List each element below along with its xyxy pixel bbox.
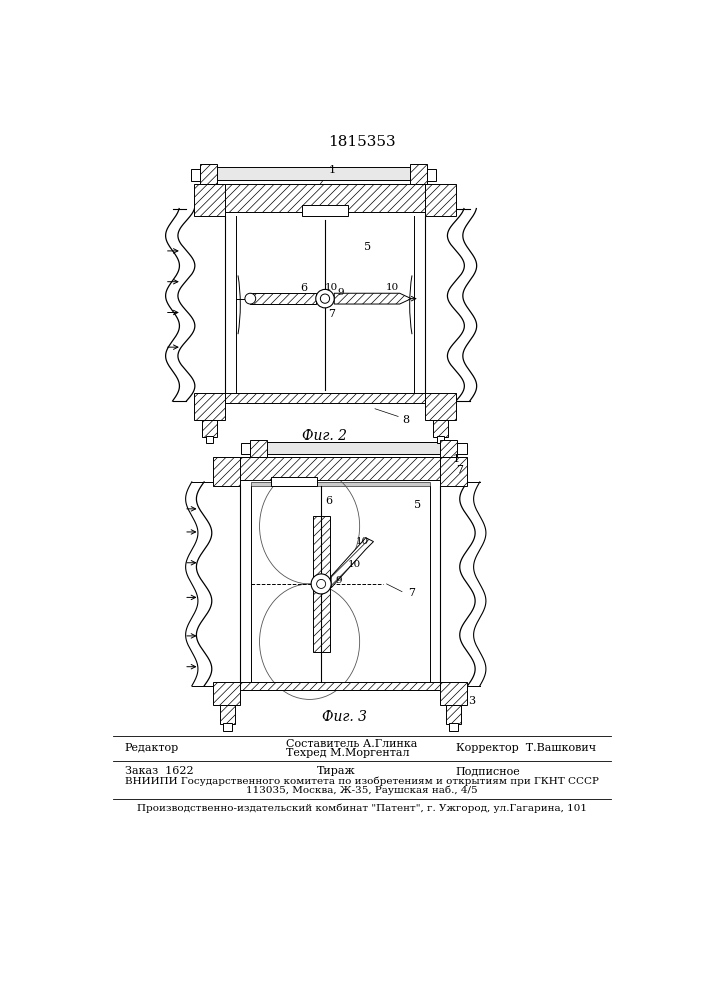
Text: 10: 10 <box>348 560 361 569</box>
Bar <box>214 682 240 705</box>
Bar <box>251 682 430 686</box>
Ellipse shape <box>316 289 334 308</box>
Bar <box>201 420 217 437</box>
Bar <box>219 705 235 724</box>
Bar <box>312 516 329 652</box>
Text: 7: 7 <box>327 309 334 319</box>
Text: 6: 6 <box>300 283 308 293</box>
Text: 113035, Москва, Ж-35, Раушская наб., 4/5: 113035, Москва, Ж-35, Раушская наб., 4/5 <box>246 786 478 795</box>
Bar <box>271 477 317 486</box>
Bar <box>425 184 456 216</box>
Text: 10: 10 <box>325 283 338 292</box>
Text: 8: 8 <box>402 415 409 425</box>
Bar <box>241 443 250 454</box>
Text: 6: 6 <box>325 496 332 506</box>
Text: Техред М.Моргентал: Техред М.Моргентал <box>286 748 410 758</box>
Text: ВНИИПИ Государственного комитета по изобретениям и открытиям при ГКНТ СССР: ВНИИПИ Государственного комитета по изоб… <box>125 777 599 786</box>
Text: Составитель А.Глинка: Составитель А.Глинка <box>286 739 418 749</box>
Bar <box>240 682 440 690</box>
Bar <box>457 443 467 454</box>
Text: 10: 10 <box>385 283 399 292</box>
Bar <box>206 436 214 443</box>
Polygon shape <box>334 293 411 304</box>
Bar <box>225 393 425 403</box>
Text: Корректор  Т.Вашкович: Корректор Т.Вашкович <box>456 743 596 753</box>
Bar <box>440 440 457 457</box>
Text: Тираж: Тираж <box>317 766 356 776</box>
Text: Производственно-издательский комбинат "Патент", г. Ужгород, ул.Гагарина, 101: Производственно-издательский комбинат "П… <box>137 804 587 813</box>
Text: Редактор: Редактор <box>125 743 179 753</box>
Text: 1: 1 <box>329 165 337 175</box>
Text: Подписное: Подписное <box>456 766 520 776</box>
Text: Фиг. 2: Фиг. 2 <box>303 429 348 443</box>
Text: Фиг. 3: Фиг. 3 <box>322 710 367 724</box>
Ellipse shape <box>245 293 256 304</box>
Bar <box>302 205 348 216</box>
Text: 9: 9 <box>337 288 344 297</box>
Bar <box>251 482 430 486</box>
Polygon shape <box>331 538 373 588</box>
Bar <box>440 682 467 705</box>
Text: 1815353: 1815353 <box>328 135 396 149</box>
Bar <box>425 393 456 420</box>
Text: 10: 10 <box>356 537 368 546</box>
Text: 7: 7 <box>456 465 463 475</box>
Bar <box>433 420 448 437</box>
Ellipse shape <box>311 574 331 594</box>
Bar <box>426 169 436 181</box>
Bar <box>240 457 440 480</box>
Text: 7: 7 <box>409 588 416 598</box>
Text: 3: 3 <box>468 696 475 706</box>
Text: 9: 9 <box>336 576 342 585</box>
Ellipse shape <box>317 579 326 588</box>
Bar <box>250 440 267 457</box>
Text: 5: 5 <box>364 242 371 252</box>
Bar <box>440 457 467 486</box>
Bar <box>217 167 409 180</box>
Bar <box>194 393 225 420</box>
Text: Заказ  1622: Заказ 1622 <box>125 766 194 776</box>
Bar <box>223 723 232 731</box>
Bar <box>446 705 461 724</box>
Text: 5: 5 <box>414 500 421 510</box>
Bar <box>200 164 217 184</box>
Bar <box>250 293 316 304</box>
Text: 1: 1 <box>452 454 460 464</box>
Bar <box>225 184 425 212</box>
Ellipse shape <box>320 294 329 303</box>
Bar <box>267 442 440 454</box>
Bar <box>449 723 458 731</box>
Bar <box>214 457 240 486</box>
Bar <box>191 169 200 181</box>
Bar <box>409 164 426 184</box>
Bar <box>194 184 225 216</box>
Bar <box>437 436 444 443</box>
